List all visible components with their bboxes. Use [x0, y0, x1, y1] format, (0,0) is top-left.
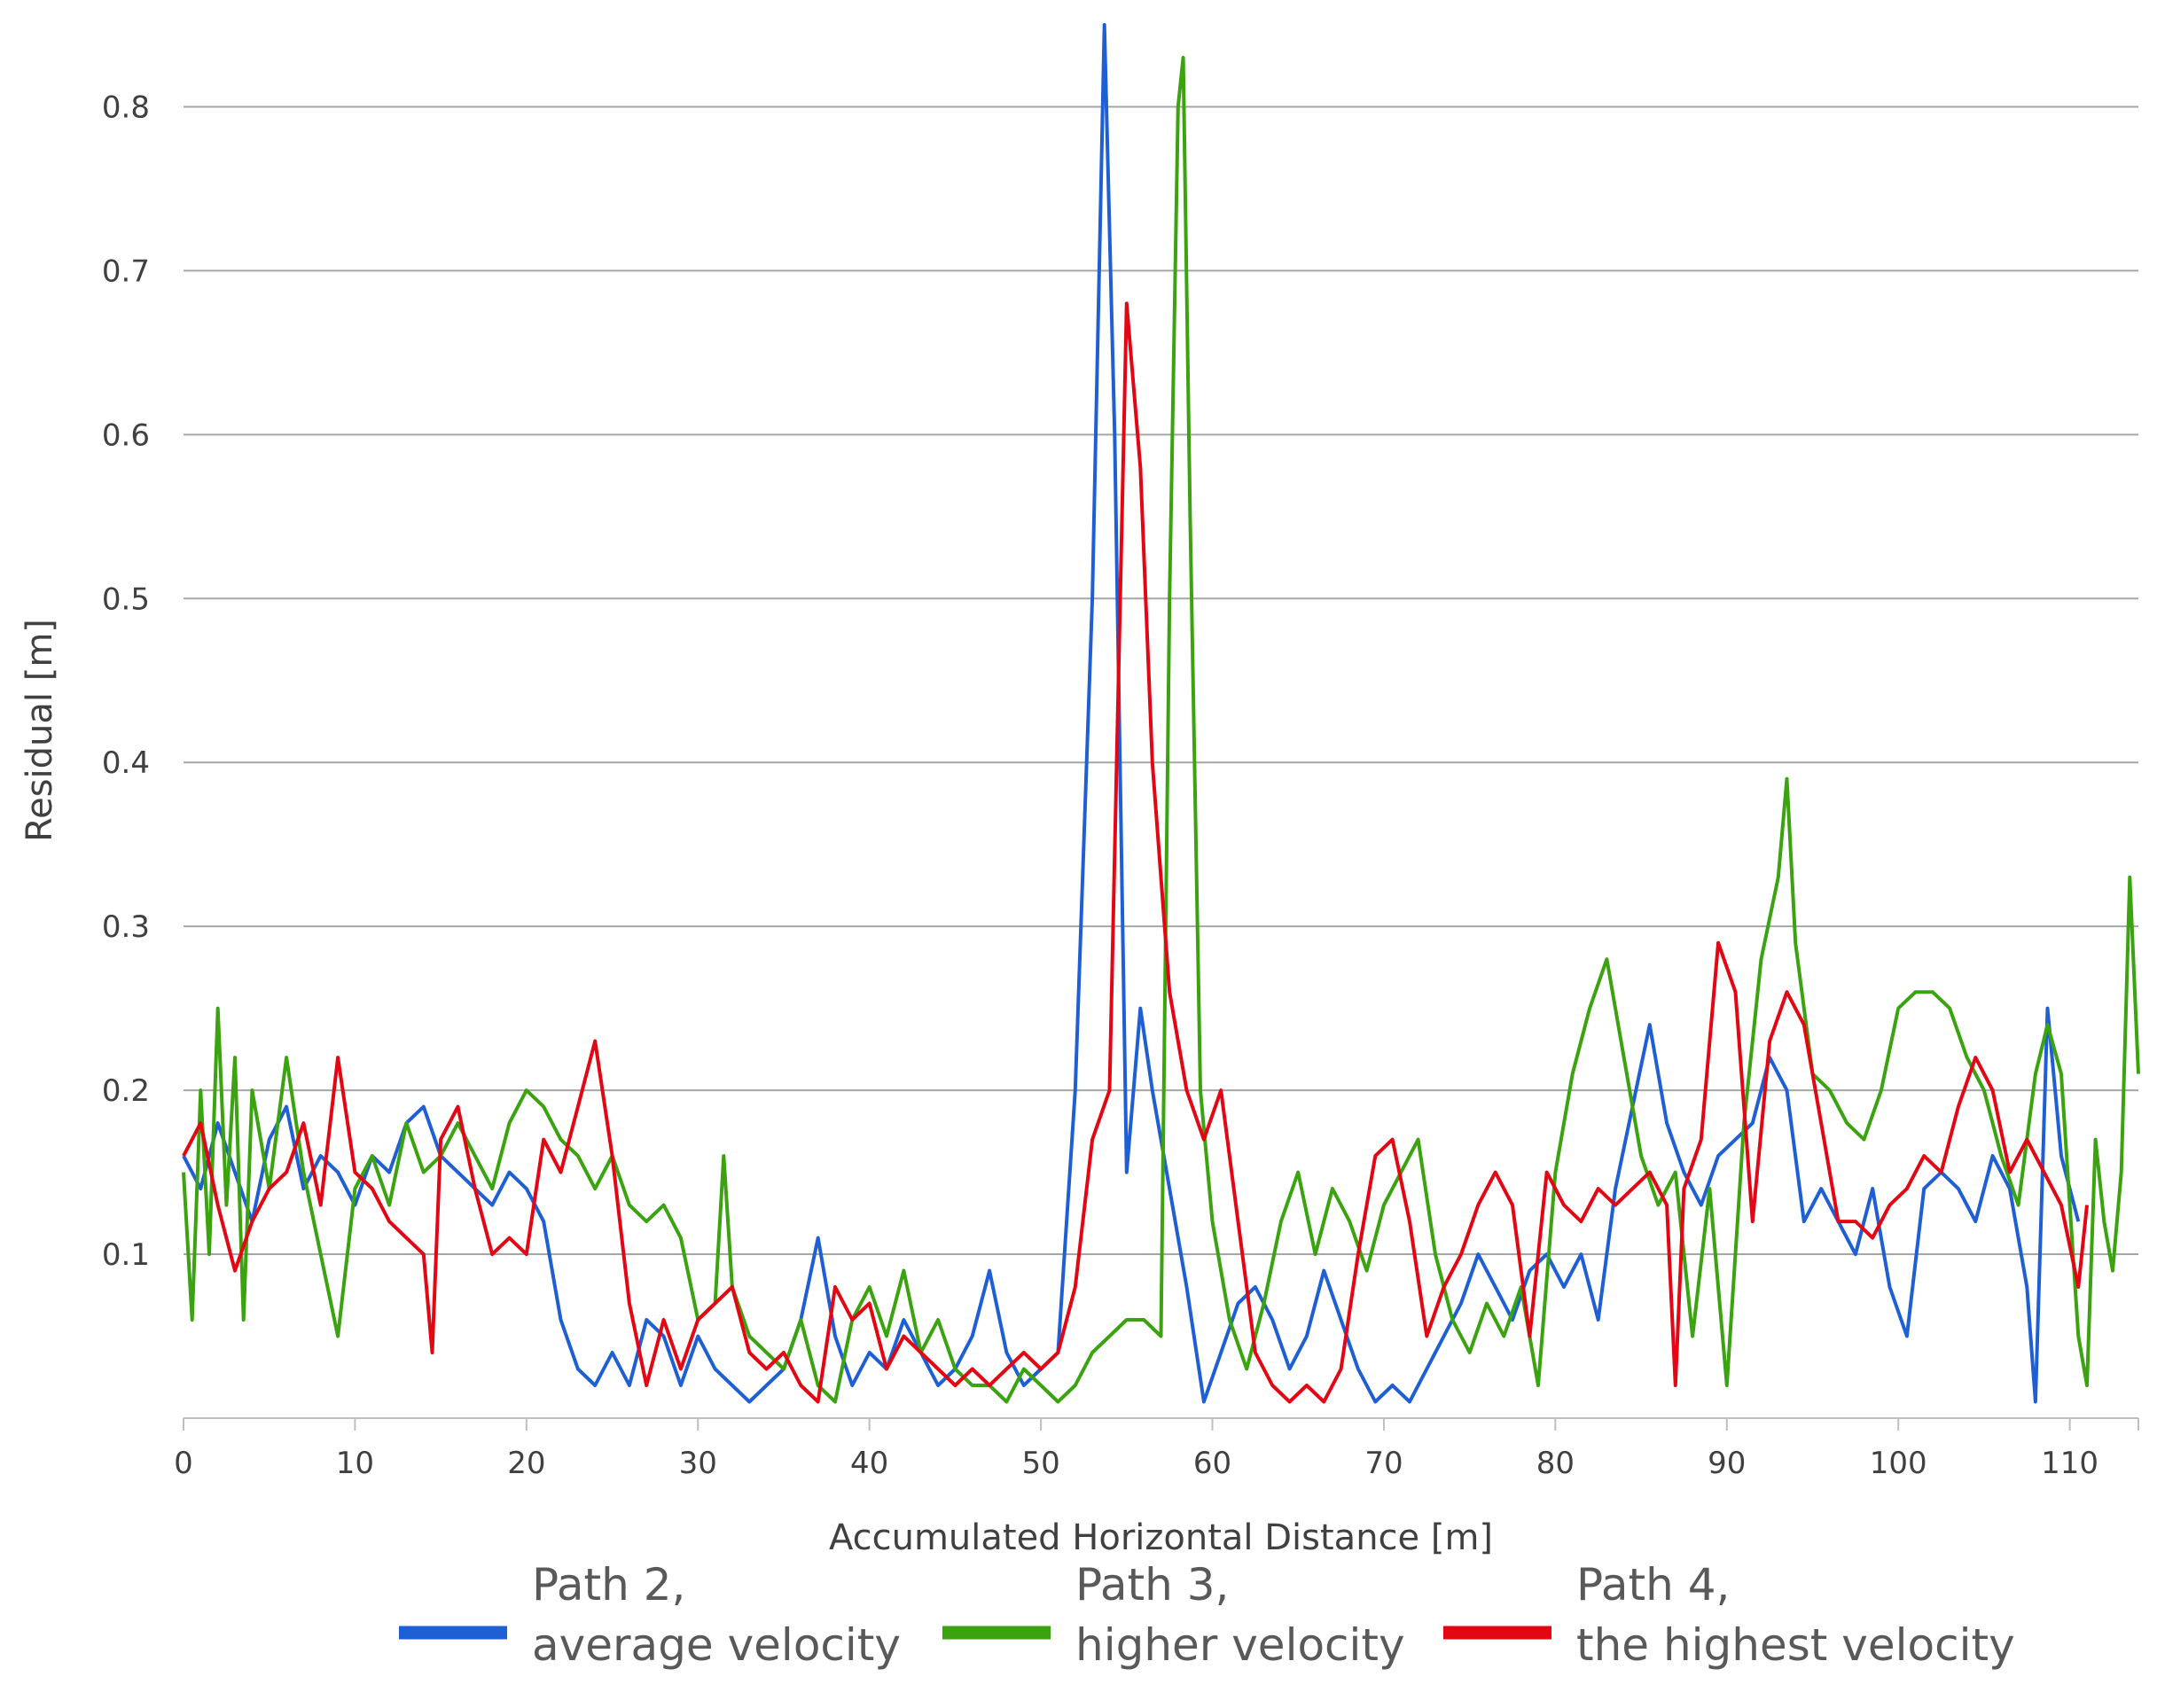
x-tick-label: 80: [1536, 1446, 1575, 1481]
x-tick-label: 70: [1364, 1446, 1403, 1481]
legend-label: average velocity: [532, 1619, 901, 1671]
series-lines: [182, 23, 2140, 1404]
series-line-3: [182, 301, 2089, 1404]
legend-label: Path 4,: [1576, 1559, 1730, 1611]
y-tick-label: 0.4: [102, 745, 150, 781]
y-tick-label: 0.3: [102, 909, 150, 945]
y-axis-ticks: 0.1 0.2 0.3 0.4 0.5 0.6 0.7 0.8: [102, 90, 150, 1273]
y-tick-label: 0.7: [102, 253, 150, 289]
series-line-2: [182, 56, 2140, 1404]
y-tick-label: 0.1: [102, 1237, 150, 1273]
x-axis-title: Accumulated Horizontal Distance [m]: [829, 1517, 1493, 1558]
x-tick-label: 90: [1708, 1446, 1746, 1481]
y-tick-label: 0.6: [102, 417, 150, 453]
legend-label: Path 3,: [1075, 1559, 1229, 1611]
x-tick-label: 100: [1870, 1446, 1927, 1481]
x-tick-label: 30: [679, 1446, 717, 1481]
legend-label: Path 2,: [532, 1559, 685, 1611]
legend-label: the highest velocity: [1576, 1619, 2015, 1671]
x-tick-label: 60: [1193, 1446, 1231, 1481]
x-tick-label: 0: [174, 1446, 193, 1481]
x-tick-label: 20: [507, 1446, 545, 1481]
legend: Path 2, average velocity Path 3, higher vel…: [399, 1559, 2015, 1671]
y-axis-title: Residual [m]: [20, 619, 60, 842]
y-tick-label: 0.2: [102, 1073, 150, 1109]
y-tick-label: 0.5: [102, 581, 150, 617]
x-tick-label: 50: [1021, 1446, 1059, 1481]
legend-label: higher velocity: [1075, 1619, 1405, 1671]
gridlines: [184, 105, 2138, 1256]
x-tick-label: 110: [2041, 1446, 2098, 1481]
x-axis-ticks: 0 10 20 30 40 50 60 70 80 90 100 110: [174, 1418, 2139, 1481]
y-tick-label: 0.8: [102, 90, 150, 125]
series-line-1: [182, 23, 2081, 1404]
x-tick-label: 10: [336, 1446, 374, 1481]
x-tick-label: 40: [850, 1446, 888, 1481]
